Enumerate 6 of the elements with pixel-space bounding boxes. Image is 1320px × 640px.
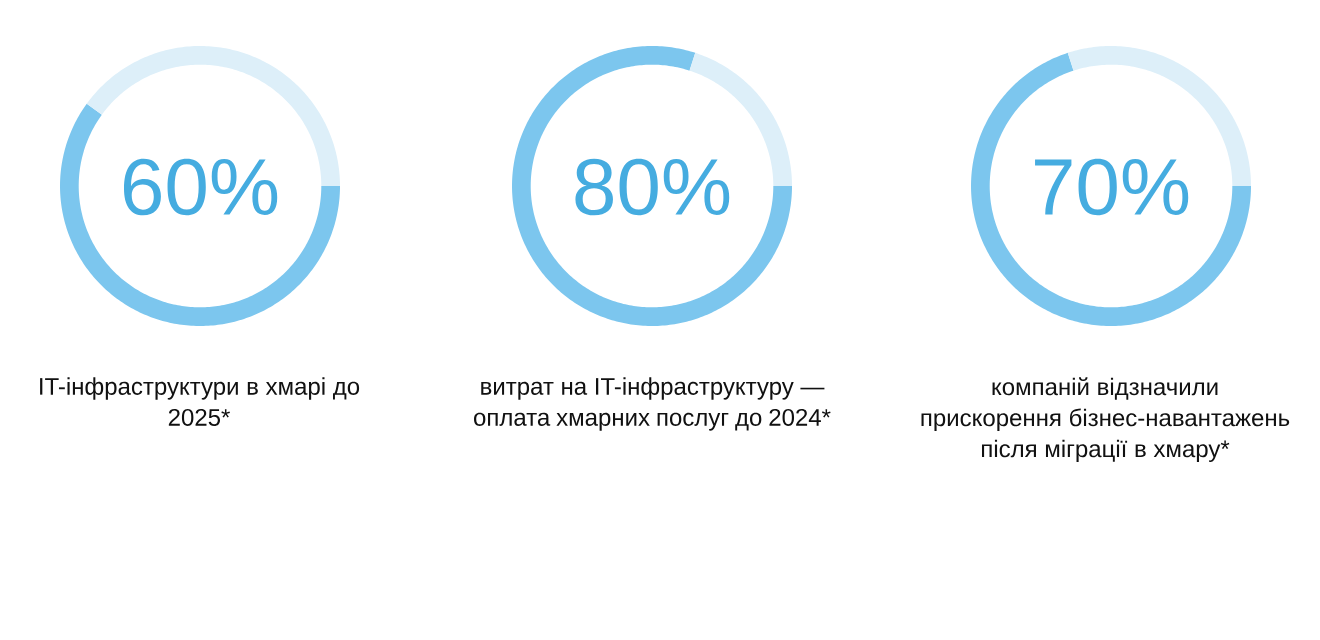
data-label: 80% xyxy=(575,158,730,216)
data-label: 70% xyxy=(1035,158,1189,216)
data-label: 60% xyxy=(124,158,278,216)
slice-label: IT-інфраструктури в хмарі до 2025* xyxy=(40,377,360,426)
slice-label: компаній відзначили прискорення бізнес-навантажень після міграції в хмару* xyxy=(921,377,1290,463)
slice-label: витрат на IT-інфраструктуру — оплата хмарних послуг до 2024* xyxy=(474,377,831,431)
